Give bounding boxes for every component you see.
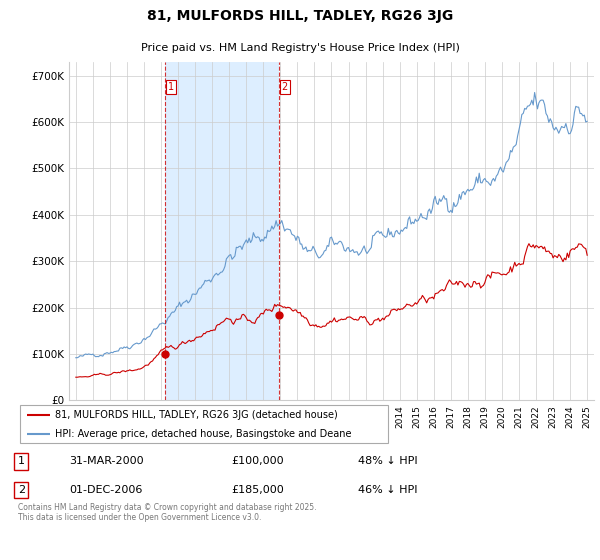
Text: 46% ↓ HPI: 46% ↓ HPI — [358, 485, 417, 495]
Text: HPI: Average price, detached house, Basingstoke and Deane: HPI: Average price, detached house, Basi… — [55, 429, 352, 439]
Text: £185,000: £185,000 — [231, 485, 284, 495]
Text: 2: 2 — [281, 82, 288, 92]
Text: 1: 1 — [168, 82, 174, 92]
Text: Price paid vs. HM Land Registry's House Price Index (HPI): Price paid vs. HM Land Registry's House … — [140, 43, 460, 53]
Text: 2: 2 — [18, 485, 25, 495]
Text: £100,000: £100,000 — [231, 456, 284, 466]
Text: 31-MAR-2000: 31-MAR-2000 — [70, 456, 144, 466]
Text: 1: 1 — [18, 456, 25, 466]
Text: 48% ↓ HPI: 48% ↓ HPI — [358, 456, 417, 466]
Text: 81, MULFORDS HILL, TADLEY, RG26 3JG: 81, MULFORDS HILL, TADLEY, RG26 3JG — [147, 10, 453, 24]
Text: Contains HM Land Registry data © Crown copyright and database right 2025.
This d: Contains HM Land Registry data © Crown c… — [18, 503, 316, 522]
Text: 01-DEC-2006: 01-DEC-2006 — [70, 485, 143, 495]
FancyBboxPatch shape — [20, 405, 388, 443]
Text: 81, MULFORDS HILL, TADLEY, RG26 3JG (detached house): 81, MULFORDS HILL, TADLEY, RG26 3JG (det… — [55, 409, 338, 419]
Bar — [166, 62, 279, 400]
